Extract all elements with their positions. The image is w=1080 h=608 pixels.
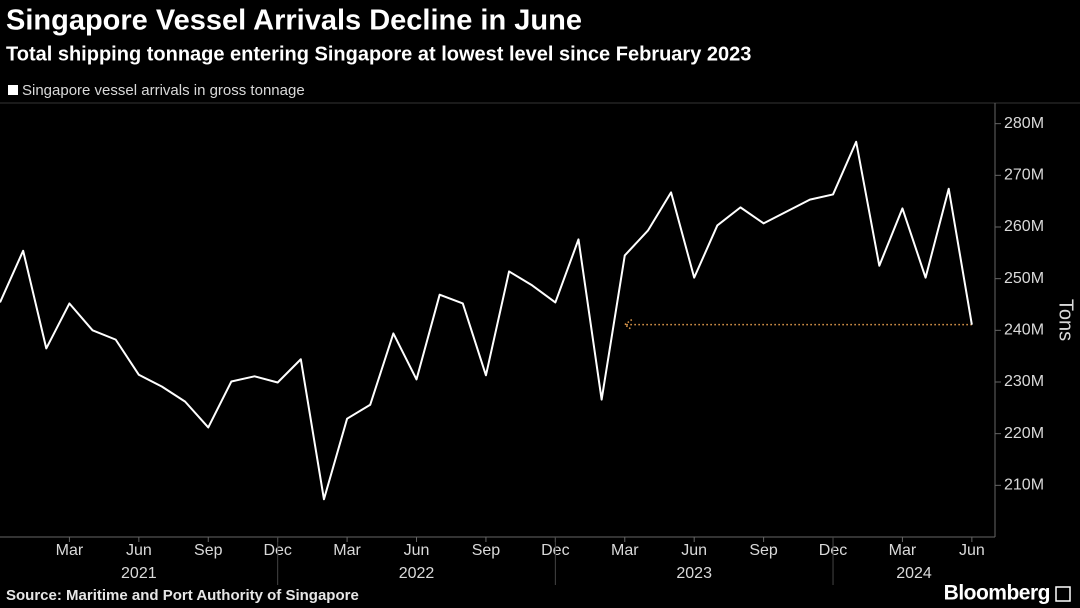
x-tick-label: Sep [194,542,223,559]
x-tick-label: Mar [333,542,361,559]
data-line [0,140,973,501]
x-year-label: 2024 [896,565,932,582]
x-tick-label: Jun [959,542,985,559]
legend-label: Singapore vessel arrivals in gross tonna… [22,82,305,99]
legend-swatch [8,85,18,95]
y-tick-label: 210M [1004,477,1044,494]
x-year-label: 2023 [676,565,712,582]
chart-title: Singapore Vessel Arrivals Decline in Jun… [6,5,582,37]
x-tick-label: Mar [56,542,84,559]
y-tick-label: 260M [1004,218,1044,235]
x-year-label: 2021 [121,565,157,582]
y-tick-label: 240M [1004,322,1044,339]
brand-icon [1055,586,1071,602]
brand: Bloomberg [944,582,1050,605]
x-tick-label: Sep [749,542,778,559]
annotation-arrowhead [623,319,633,331]
x-tick-label: Jun [404,542,430,559]
y-axis-label: Tons [1055,299,1077,341]
y-tick-label: 270M [1004,167,1044,184]
y-tick-label: 220M [1004,425,1044,442]
y-tick-label: 230M [1004,373,1044,390]
y-tick-label: 250M [1004,270,1044,287]
x-tick-label: Mar [611,542,639,559]
x-tick-label: Jun [681,542,707,559]
source: Source: Maritime and Port Authority of S… [6,587,359,604]
x-tick-label: Jun [126,542,152,559]
y-tick-label: 280M [1004,115,1044,132]
x-tick-label: Mar [889,542,917,559]
x-tick-label: Sep [472,542,501,559]
x-year-label: 2022 [399,565,435,582]
chart-subtitle: Total shipping tonnage entering Singapor… [6,43,751,65]
